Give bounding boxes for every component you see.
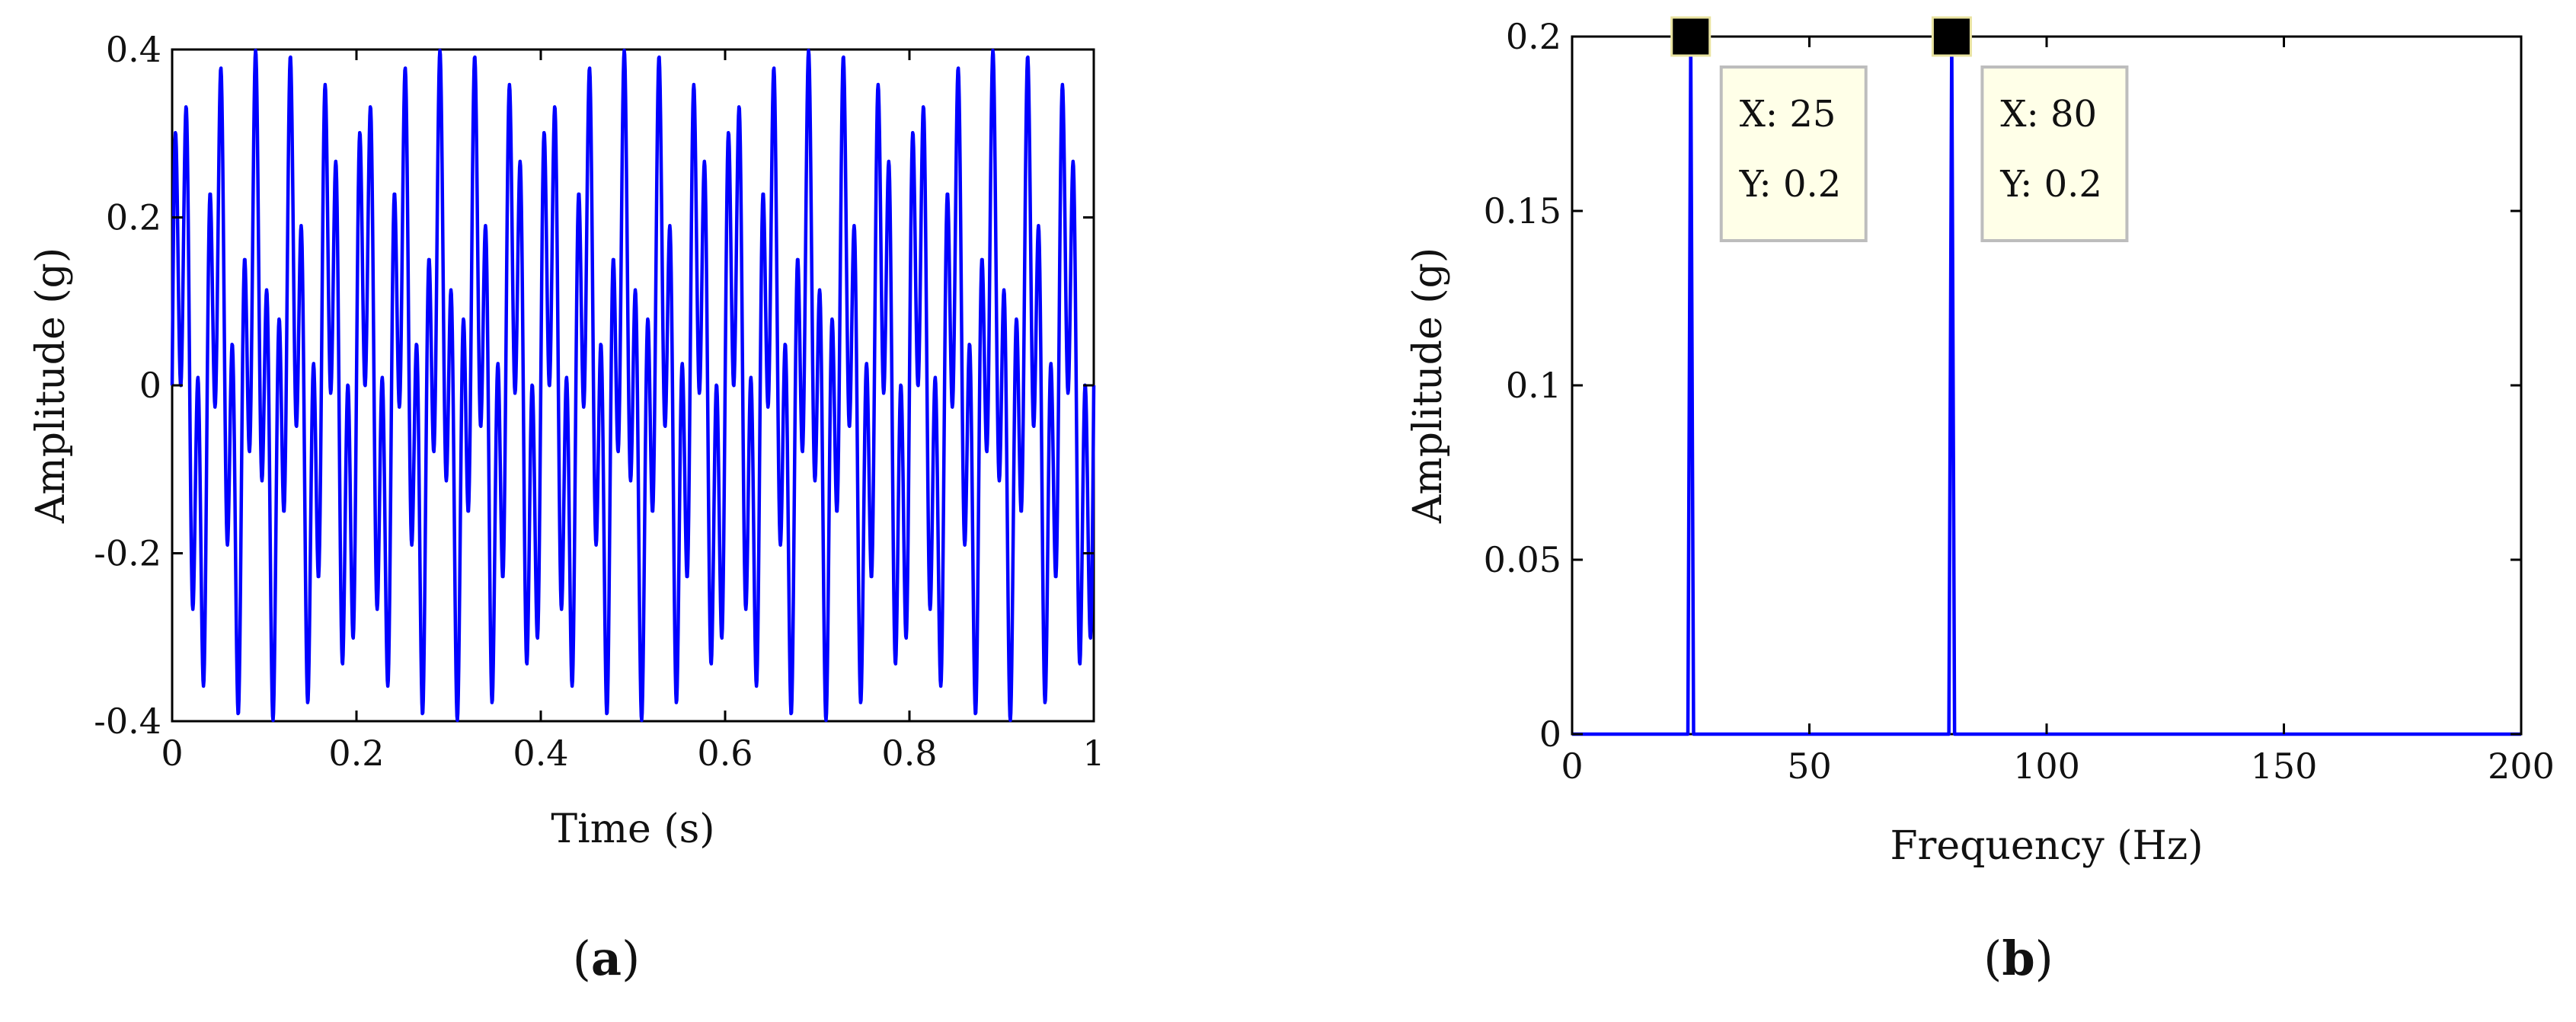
a-y-tick-label: 0.4 [106, 29, 161, 70]
peak-datatip-box [1719, 65, 1868, 242]
peak-datatip-y: Y: 0.2 [1999, 163, 2102, 206]
peak-marker [1670, 16, 1711, 57]
b-x-tick-label: 150 [2251, 746, 2318, 787]
peak-datatip-y: Y: 0.2 [1739, 163, 1842, 206]
b-y-tick-label: 0 [1539, 714, 1561, 755]
panel-b-y-axis-label: Amplitude (g) [1405, 248, 1451, 524]
b-x-tick-label: 0 [1561, 746, 1583, 787]
panel-b-x-ticks: 0 50 100 150 200 [1561, 37, 2555, 787]
panel-b-x-axis-label: Frequency (Hz) [1890, 823, 2203, 869]
panel-a-signal-line [170, 48, 1096, 723]
peak-marker [1931, 16, 1972, 57]
peak-datatip-x: X: 25 [1740, 93, 1836, 136]
panel-b-spectrum: 0 50 100 150 200 0 0.05 0.1 0.15 0.2 X: 25 Y: 0.2… [1405, 16, 2555, 986]
panel-b-label: (b) [1983, 931, 2053, 986]
b-x-tick-label: 100 [2013, 746, 2080, 787]
a-y-tick-label: -0.4 [94, 701, 161, 742]
panel-b-spectrum-line [1572, 34, 2521, 736]
panel-b-y-ticks: 0 0.05 0.1 0.15 0.2 [1484, 16, 2521, 755]
panel-a-y-ticks: -0.4 -0.2 0 0.2 0.4 [94, 29, 1094, 742]
panel-a-x-ticks: 0 0.2 0.4 0.6 0.8 1 [161, 50, 1105, 774]
b-y-tick-label: 0.05 [1484, 539, 1561, 580]
a-y-tick-label: 0.2 [106, 197, 161, 238]
b-x-tick-label: 200 [2488, 746, 2555, 787]
b-y-tick-label: 0.15 [1484, 190, 1561, 232]
peak-datatip-x: X: 80 [2000, 93, 2097, 136]
peak-datatip-box [1980, 65, 2129, 242]
panel-b-peak-annotations: X: 25 Y: 0.2 X: 80 Y: 0.2 [1670, 16, 2129, 242]
panel-a-letter: a [591, 931, 622, 986]
b-y-tick-label: 0.1 [1506, 365, 1561, 406]
b-x-tick-label: 50 [1787, 746, 1832, 787]
a-x-tick-label: 0.6 [697, 733, 753, 774]
panel-b-letter: b [2002, 931, 2034, 986]
b-y-tick-label: 0.2 [1506, 16, 1561, 57]
a-x-tick-label: 1 [1082, 733, 1104, 774]
panel-a-label: (a) [573, 931, 641, 986]
panel-a-y-axis-label: Amplitude (g) [28, 248, 74, 524]
panel-a-x-axis-label: Time (s) [551, 806, 714, 852]
a-x-tick-label: 0.8 [881, 733, 937, 774]
a-x-tick-label: 0.2 [328, 733, 384, 774]
a-x-tick-label: 0 [161, 733, 183, 774]
a-y-tick-label: -0.2 [94, 533, 161, 574]
a-y-tick-label: 0 [139, 365, 161, 406]
panel-a-time-signal: 0 0.2 0.4 0.6 0.8 1 -0.4-0.200.20.4 Time (s) … [28, 29, 1105, 986]
a-x-tick-label: 0.4 [513, 733, 568, 774]
